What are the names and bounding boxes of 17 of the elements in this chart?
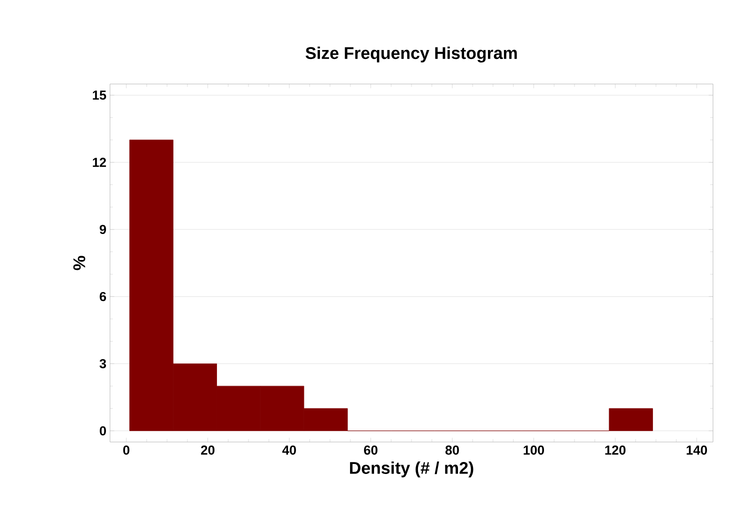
x-tick-label: 0	[123, 446, 130, 455]
chart-title: Size Frequency Histogram	[306, 46, 517, 63]
y-axis-title: %	[73, 256, 86, 270]
y-tick-label: 3	[100, 359, 106, 368]
x-tick-label: 140	[686, 446, 707, 455]
x-tick-label: 100	[524, 446, 544, 455]
y-tick-label: 12	[92, 158, 106, 167]
x-tick-label: 20	[201, 446, 214, 455]
y-tick-label: 9	[100, 224, 106, 234]
x-tick-label: 120	[605, 446, 626, 455]
y-tick-label: 15	[92, 90, 106, 100]
x-tick-label: 80	[445, 446, 459, 455]
x-tick-label: 40	[282, 446, 296, 455]
x-axis-title: Density (# / m2)	[350, 462, 474, 478]
x-tick-label: 60	[364, 446, 378, 455]
y-tick-label: 0	[100, 426, 106, 436]
y-tick-label: 6	[100, 292, 106, 302]
